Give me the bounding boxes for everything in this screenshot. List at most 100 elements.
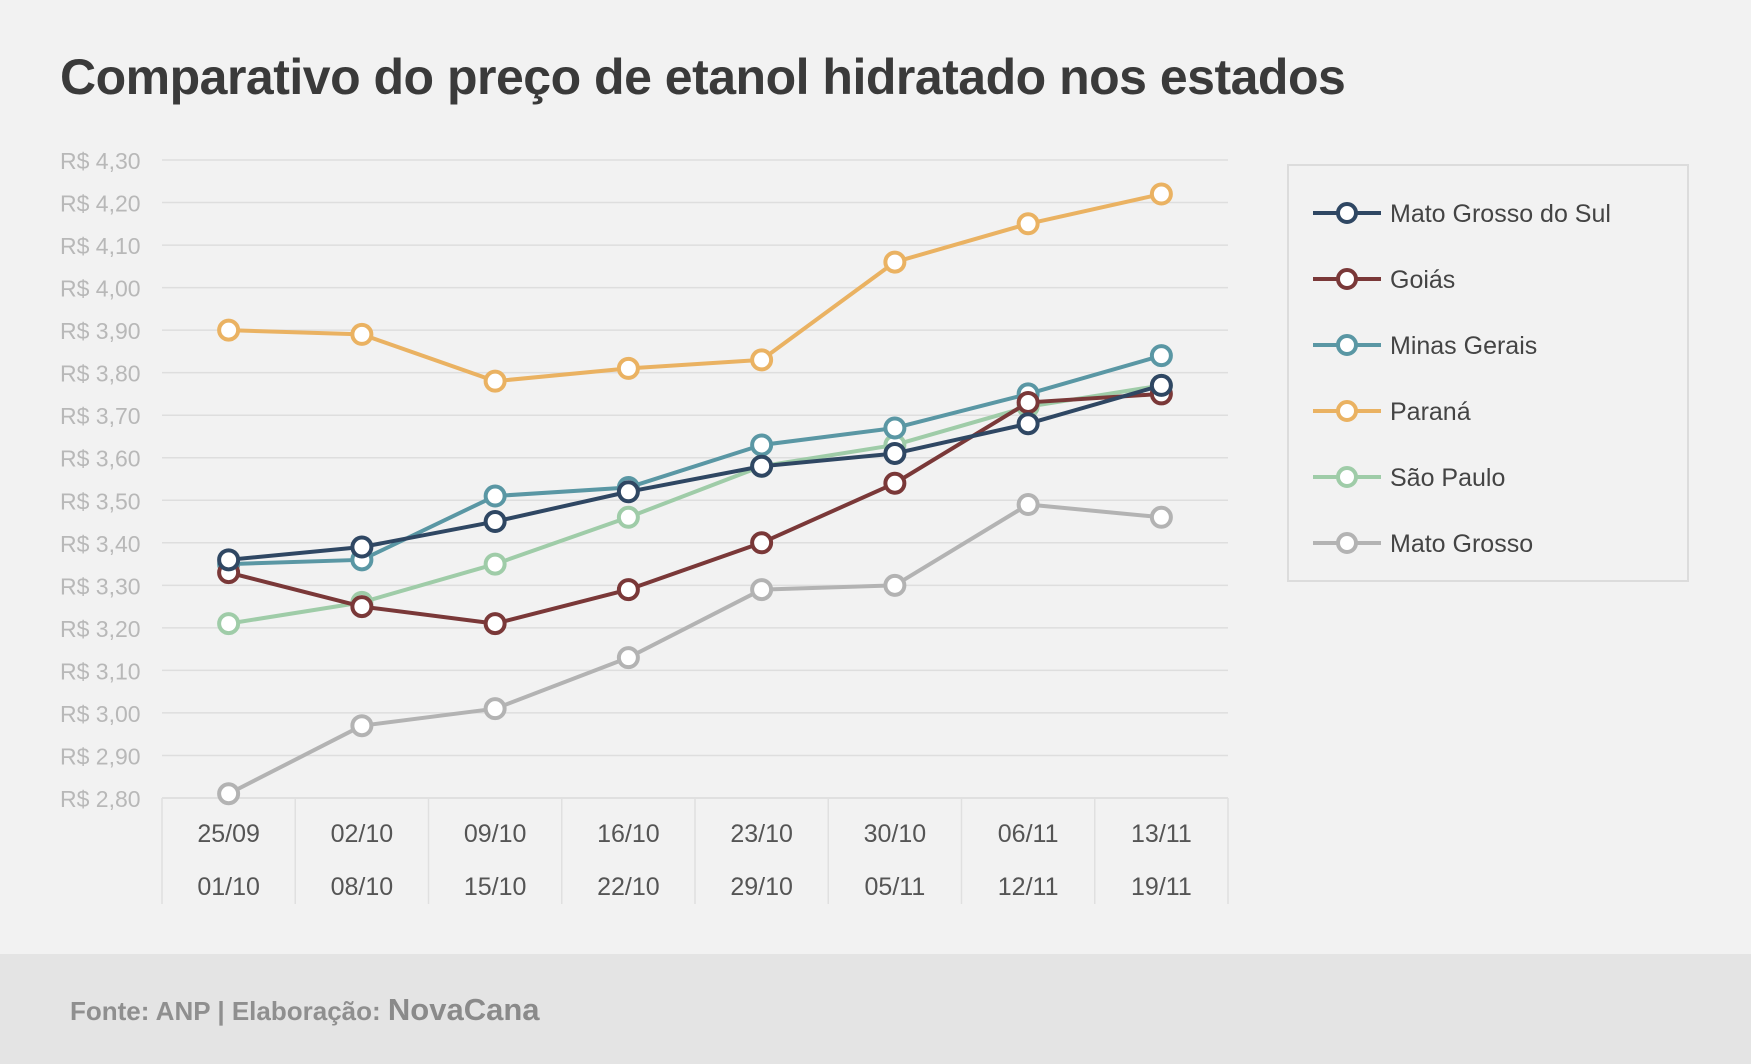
x-axis: 25/09 01/10 02/10 08/10 09/10 15/10 16/10 22/10… — [161, 797, 1229, 904]
legend-item: Paraná — [1313, 398, 1471, 426]
grid-lines — [162, 159, 1228, 799]
x-tick-label: 22/10 — [597, 873, 660, 901]
x-tick-label: 25/09 — [197, 820, 260, 848]
y-tick-label: R$ 4,10 — [60, 233, 141, 259]
series-line — [228, 383, 1162, 562]
data-point — [217, 782, 241, 806]
y-tick-label: R$ 4,20 — [60, 191, 141, 217]
x-tick-label: 08/10 — [331, 873, 394, 901]
legend-label: São Paulo — [1390, 464, 1505, 492]
x-tick-label: 13/11 — [1131, 820, 1192, 848]
data-point — [616, 505, 640, 529]
legend-label: Mato Grosso do Sul — [1390, 200, 1611, 228]
y-tick-label: R$ 3,00 — [60, 701, 141, 727]
data-point — [350, 322, 374, 346]
x-tick-label: 09/10 — [464, 820, 527, 848]
legend-swatch-marker — [1336, 400, 1358, 422]
data-point — [1149, 182, 1173, 206]
line-chart: R$ 4,30 R$ 4,20 R$ 4,10 R$ 4,00 R$ 3,90 R$ 3,… — [60, 148, 1229, 904]
data-point — [483, 510, 507, 534]
x-tick-label: 12/11 — [998, 873, 1059, 901]
data-point — [1016, 390, 1040, 414]
series-lines — [217, 182, 1173, 806]
data-point — [483, 369, 507, 393]
data-point — [750, 454, 774, 478]
data-point — [217, 612, 241, 636]
data-point — [883, 471, 907, 495]
series-line — [228, 353, 1162, 567]
data-point — [750, 433, 774, 457]
chart-title: Comparativo do preço de etanol hidratado… — [60, 49, 1346, 105]
y-tick-label: R$ 3,20 — [60, 616, 141, 642]
brand-name: NovaCana — [387, 992, 540, 1027]
series-line — [227, 502, 1162, 796]
y-axis: R$ 4,30 R$ 4,20 R$ 4,10 R$ 4,00 R$ 3,90 R$ 3,… — [60, 148, 141, 812]
x-tick-label: 06/11 — [998, 820, 1059, 848]
legend-label: Mato Grosso — [1390, 530, 1533, 558]
y-tick-label: R$ 3,30 — [60, 573, 141, 599]
data-point — [1149, 505, 1173, 529]
data-point — [883, 441, 907, 465]
data-point — [483, 612, 507, 636]
data-point — [616, 646, 640, 670]
y-tick-label: R$ 3,90 — [60, 318, 141, 344]
y-tick-label: R$ 3,40 — [60, 531, 141, 557]
legend-swatch-marker — [1336, 268, 1358, 290]
y-tick-label: R$ 3,60 — [60, 446, 141, 472]
data-point — [616, 356, 640, 380]
x-tick-label: 05/11 — [865, 873, 926, 901]
x-tick-label: 01/10 — [197, 873, 260, 901]
x-tick-label: 23/10 — [730, 820, 793, 848]
legend-item: Mato Grosso do Sul — [1313, 200, 1611, 228]
legend-swatch-marker — [1336, 466, 1358, 488]
data-point — [1016, 412, 1040, 436]
y-tick-label: R$ 3,70 — [60, 403, 141, 429]
data-point — [1149, 373, 1173, 397]
y-tick-label: R$ 2,90 — [60, 743, 141, 769]
data-point — [750, 348, 774, 372]
data-point — [217, 548, 241, 572]
x-tick-label: 19/11 — [1131, 873, 1192, 901]
data-point — [883, 250, 907, 274]
data-point — [350, 714, 374, 738]
data-point — [217, 318, 241, 342]
series-line — [228, 391, 1162, 626]
data-point — [483, 484, 507, 508]
x-tick-label: 02/10 — [331, 820, 394, 848]
series-line — [228, 383, 1162, 626]
series-mato-grosso-do-sul — [217, 373, 1173, 572]
y-tick-label: R$ 3,50 — [60, 488, 141, 514]
legend-item: São Paulo — [1313, 464, 1505, 492]
legend: Mato Grosso do Sul Goiás Minas Gerais Paran… — [1287, 164, 1689, 582]
data-point — [616, 480, 640, 504]
legend-label: Minas Gerais — [1390, 332, 1537, 360]
data-point — [750, 578, 774, 602]
x-tick-label: 16/10 — [597, 820, 660, 848]
legend-swatch-marker — [1336, 334, 1358, 356]
data-point — [1149, 344, 1173, 368]
legend-swatch-marker — [1336, 202, 1358, 224]
data-point — [616, 578, 640, 602]
data-point — [883, 573, 907, 597]
series-line — [228, 192, 1162, 384]
data-point — [350, 535, 374, 559]
x-tick-label: 15/10 — [464, 873, 527, 901]
data-point — [483, 552, 507, 576]
y-tick-label: R$ 2,80 — [60, 786, 141, 812]
legend-item: Goiás — [1313, 266, 1455, 294]
data-point — [350, 595, 374, 619]
legend-item: Mato Grosso — [1313, 530, 1533, 558]
source-label: Fonte: ANP | Elaboração: — [70, 996, 381, 1026]
series-parana — [217, 182, 1173, 393]
data-point — [1016, 212, 1040, 236]
data-point — [750, 531, 774, 555]
source-credit: Fonte: ANP | Elaboração: NovaCana — [70, 992, 540, 1028]
data-point — [483, 697, 507, 721]
legend-label: Paraná — [1390, 398, 1471, 426]
x-tick-label: 30/10 — [864, 820, 927, 848]
legend-swatch-marker — [1336, 532, 1358, 554]
y-tick-label: R$ 3,10 — [60, 658, 141, 684]
y-tick-label: R$ 4,00 — [60, 276, 141, 302]
y-tick-label: R$ 4,30 — [60, 148, 141, 174]
legend-item: Minas Gerais — [1313, 332, 1537, 360]
